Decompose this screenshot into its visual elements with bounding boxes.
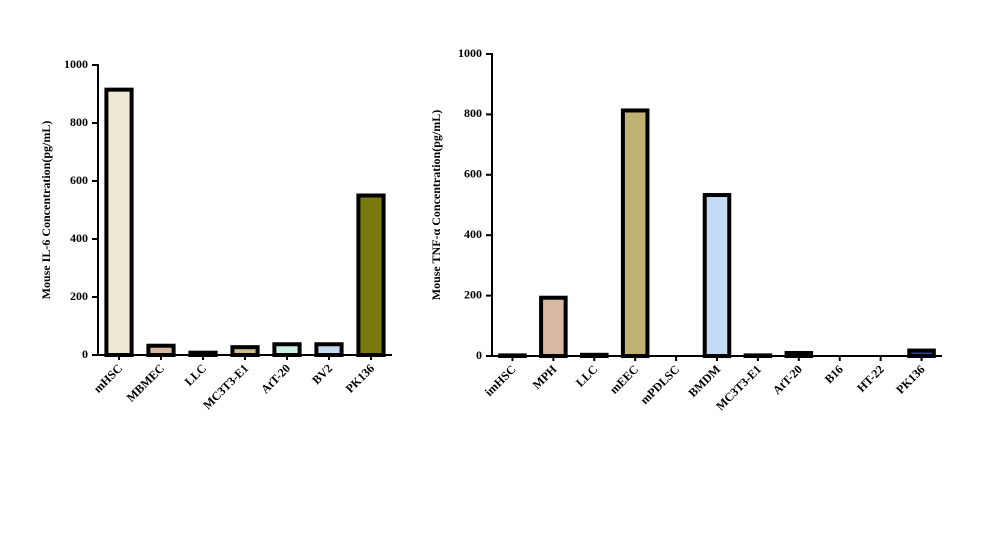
bar [272,342,302,357]
x-tick-label: AtT-20 [258,361,293,396]
x-tick-label: mHSC [91,361,125,395]
y-tick-label: 600 [70,173,88,187]
x-tick-label: B16 [822,362,846,386]
x-tick-label: LLC [182,361,209,388]
bar [620,108,650,358]
y-axis-label: Mouse TNF-α Concentration(pg/mL) [429,110,443,300]
bar [104,87,134,358]
x-tick-label: imHSC [482,362,519,399]
bar [230,345,260,358]
y-tick-label: 0 [476,348,482,362]
y-axis-label: Mouse IL-6 Concentration(pg/mL) [39,121,53,300]
x-tick-label: MBMEC [124,361,167,404]
x-tick-label: MPH [530,362,560,392]
x-tick-label: AtT-20 [770,362,805,397]
y-tick-label: 1000 [458,46,482,60]
x-tick-label: PK136 [893,362,927,396]
x-tick-label: HT-22 [854,362,887,395]
x-tick-label: mPDLSC [637,362,682,407]
x-tick-label: PK136 [343,361,377,395]
bar [356,193,386,357]
x-tick-label: mEEC [607,362,641,396]
bar [539,295,568,358]
y-tick-label: 200 [70,289,88,303]
y-tick-label: 1000 [64,57,88,71]
y-tick-label: 400 [70,231,88,245]
y-tick-label: 800 [464,106,482,120]
x-tick-label: MC3T3-E1 [200,361,251,412]
y-tick-label: 600 [464,167,482,181]
y-tick-label: 400 [464,227,482,241]
y-tick-label: 0 [82,347,88,361]
y-tick-label: 200 [464,287,482,301]
x-tick-label: LLC [573,362,600,389]
bar [702,193,732,358]
bar [314,342,344,357]
x-tick-label: BV2 [309,361,335,387]
x-tick-label: BMDM [685,362,723,400]
y-tick-label: 800 [70,115,88,129]
bar [146,343,176,358]
